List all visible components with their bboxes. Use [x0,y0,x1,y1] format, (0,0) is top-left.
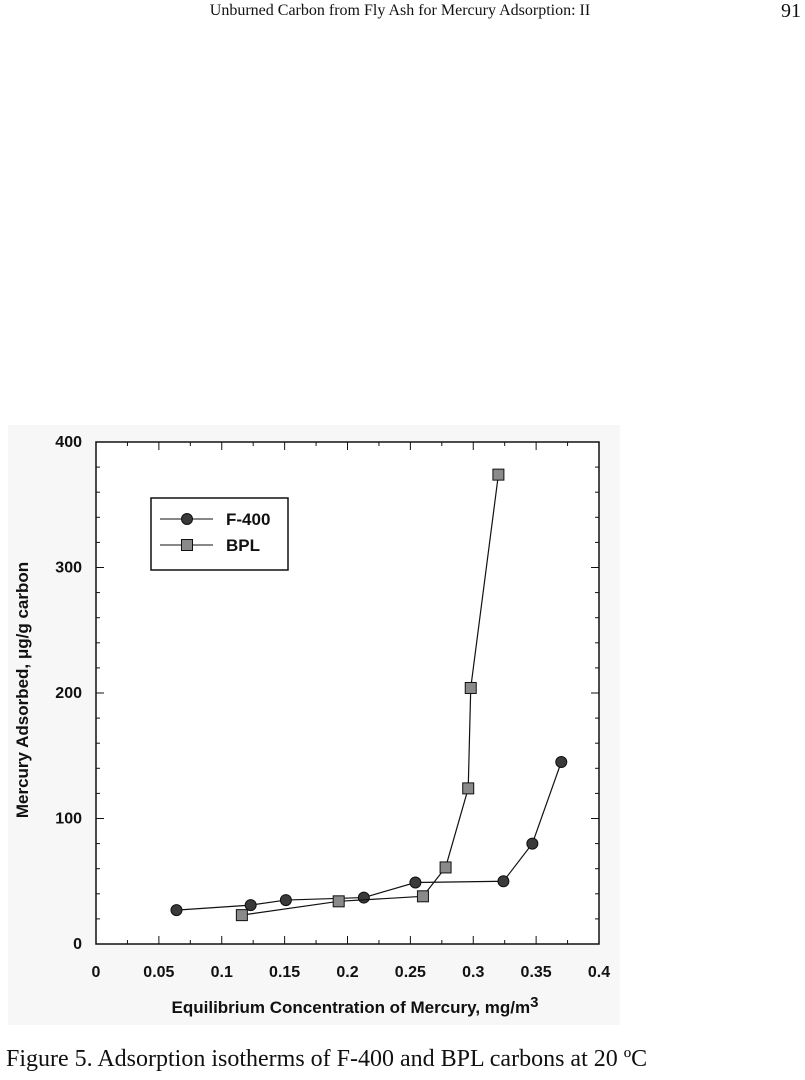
y-axis-label: Mercury Adsorbed, μg/g carbon [13,562,32,818]
y-tick-label: 200 [55,685,82,702]
legend-box [150,497,289,571]
caption: Figure 5. Adsorption isotherms of F-400 … [6,1046,648,1072]
x-tick-label: 0.25 [395,964,426,981]
x-axis-label-text: Equilibrium Concentration of Mercury, mg… [172,998,531,1017]
data-point [235,909,248,922]
data-point [332,895,345,908]
data-point [416,890,429,903]
chart: 0 0.05 0.1 0.15 0.2 0.25 0.3 0.35 0.4 0 100 200 300 4… [13,434,611,1017]
legend-marker [181,539,193,551]
x-axis-label-superscript: 3 [530,994,538,1011]
x-tick-label: 0.15 [269,964,300,981]
x-tick-label: 0.35 [521,964,552,981]
data-point [439,861,452,874]
legend-label: BPL [226,536,260,555]
data-point [555,756,568,769]
y-tick-label: 400 [55,434,82,451]
data-point [492,468,505,481]
x-tick-label: 0.3 [462,964,484,981]
data-point [244,899,257,912]
x-tick-label: 0.1 [211,964,233,981]
page-number: 91 [781,0,801,22]
data-point [279,894,292,907]
data-point [357,891,370,904]
data-point [409,876,422,889]
data-point [497,875,510,888]
x-axis-label: Equilibrium Concentration of Mercury, mg… [172,994,539,1017]
x-tick-label: 0.2 [336,964,358,981]
x-tick-label: 0.4 [588,964,610,981]
data-point [462,782,475,795]
legend-label: F-400 [226,510,270,529]
data-point [464,681,477,694]
data-point [526,837,539,850]
y-tick-label: 300 [55,560,82,577]
running-title: Unburned Carbon from Fly Ash for Mercury… [209,2,591,19]
legend-marker [181,513,193,525]
x-tick-label: 0.05 [143,964,174,981]
data-point [170,904,183,917]
x-tick-label: 0 [92,964,101,981]
y-tick-label: 0 [73,936,82,953]
y-tick-label: 100 [55,811,82,828]
